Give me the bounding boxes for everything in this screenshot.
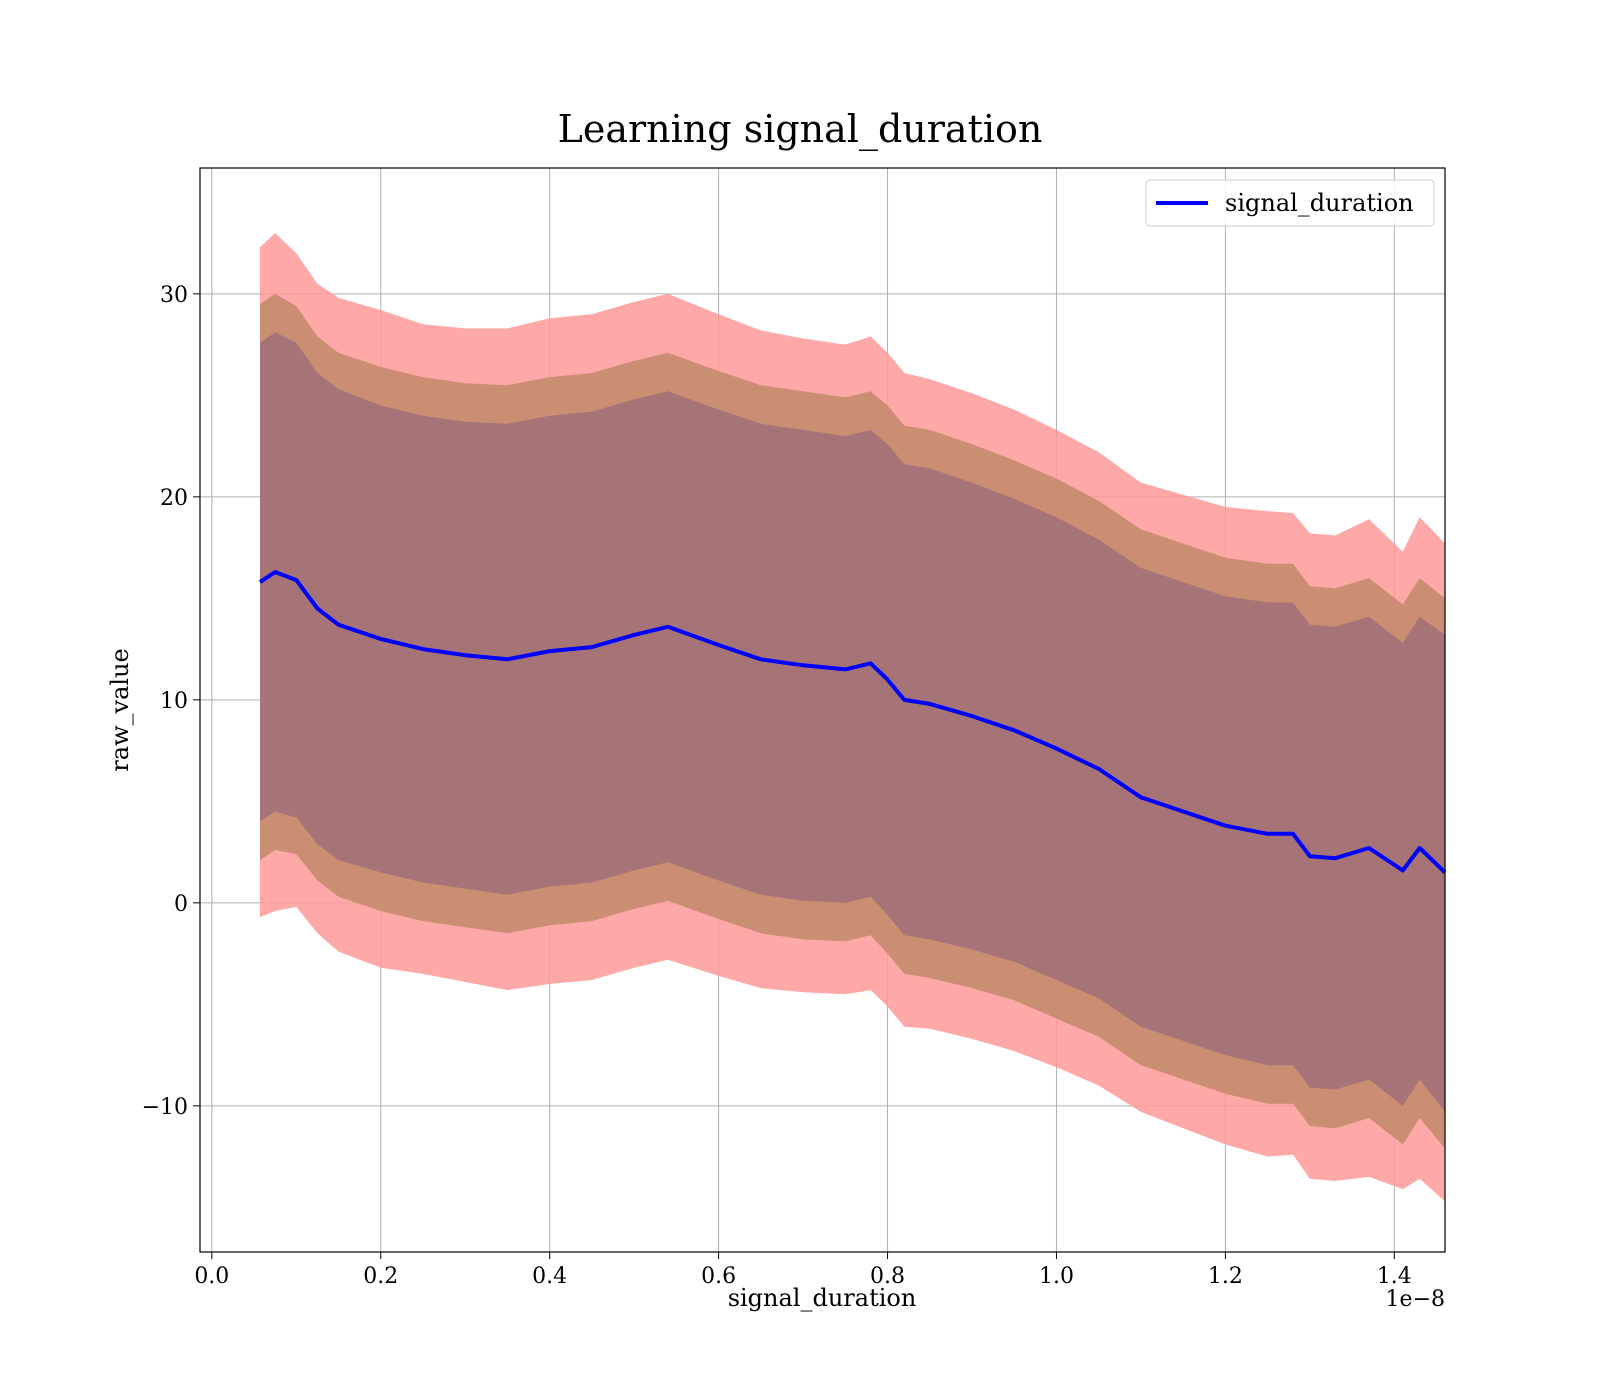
y-tick-label: 20 xyxy=(160,486,188,511)
line-series xyxy=(258,570,1447,874)
y-axis: −10 0 10 20 30 xyxy=(142,283,200,1120)
y-tick-label: −10 xyxy=(142,1095,188,1120)
x-axis-offset-label: 1e−8 xyxy=(1386,1287,1445,1312)
legend: signal_duration xyxy=(1145,179,1435,227)
x-tick-label: 1.2 xyxy=(1208,1264,1243,1289)
x-tick-label: 1.4 xyxy=(1377,1264,1412,1289)
x-tick-label: 0.0 xyxy=(194,1264,229,1289)
x-tick-label: 0.6 xyxy=(701,1264,736,1289)
y-axis-label: raw_value xyxy=(106,648,134,772)
plot-frame xyxy=(199,167,1446,1253)
x-tick-label: 0.8 xyxy=(870,1264,905,1289)
series-line xyxy=(258,570,1447,874)
y-tick-label: 30 xyxy=(160,283,188,308)
x-tick-label: 0.4 xyxy=(532,1264,567,1289)
legend-label: signal_duration xyxy=(1225,189,1414,217)
x-axis-label: signal_duration xyxy=(728,1284,917,1312)
chart-title: Learning signal_duration xyxy=(558,107,1043,152)
y-tick-label: 0 xyxy=(174,892,188,917)
legend-box xyxy=(1145,179,1435,227)
band-inner xyxy=(260,332,1445,1112)
y-tick-label: 10 xyxy=(160,689,188,714)
x-tick-label: 1.0 xyxy=(1039,1264,1074,1289)
x-tick-label: 0.2 xyxy=(363,1264,398,1289)
x-axis: 0.0 0.2 0.4 0.6 0.8 1.0 1.2 1.4 xyxy=(194,1252,1412,1289)
confidence-bands xyxy=(260,233,1445,1202)
